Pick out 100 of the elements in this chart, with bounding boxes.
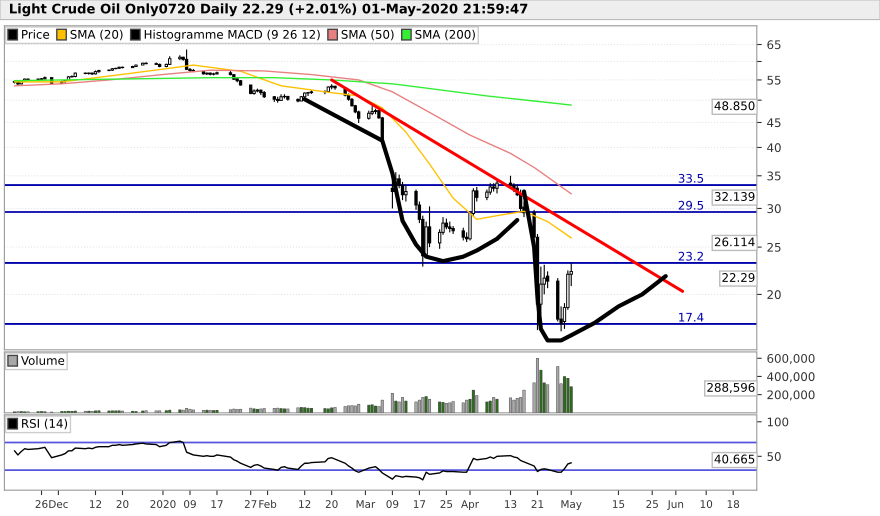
- bar: [259, 408, 262, 413]
- legend-label: RSI (14): [22, 418, 68, 430]
- line-series: [14, 440, 572, 481]
- candlestick: [495, 180, 499, 194]
- bar: [188, 408, 192, 413]
- x-tick-label: Jun: [667, 500, 684, 510]
- ref-line-label: 33.5: [678, 174, 704, 183]
- candlestick: [462, 227, 465, 241]
- annotation: 22.29: [722, 273, 754, 282]
- bar: [334, 407, 337, 413]
- y-tick-label: 25: [767, 242, 781, 252]
- bar: [303, 407, 306, 413]
- bar: [522, 390, 526, 413]
- x-tick-label: 20: [116, 500, 128, 508]
- ref-line-label: 23.2: [678, 252, 703, 261]
- bar: [350, 405, 354, 413]
- bar: [442, 402, 444, 413]
- bar: [380, 400, 384, 413]
- annotation: 288,596: [707, 382, 755, 394]
- bar: [509, 398, 512, 413]
- bar: [326, 408, 330, 413]
- x-tick-label: 15: [612, 500, 624, 508]
- x-tick-label: 27: [244, 500, 256, 508]
- bar: [421, 397, 424, 413]
- bar: [164, 410, 168, 413]
- bar: [488, 400, 492, 413]
- x-tick-label: 25: [440, 500, 452, 508]
- y-tick-label: 100: [768, 418, 788, 426]
- legend-label: Volume: [21, 356, 64, 365]
- bar: [272, 408, 276, 413]
- bar: [452, 401, 455, 413]
- candlestick: [404, 185, 408, 202]
- bar: [516, 398, 519, 413]
- bar: [444, 403, 448, 413]
- bar: [306, 408, 310, 413]
- candlestick: [367, 110, 370, 120]
- bar: [262, 408, 266, 413]
- ref-line-label: 17.4: [679, 312, 704, 322]
- bar: [178, 410, 182, 413]
- x-tick-label: 09: [386, 500, 398, 508]
- x-tick-label: 21: [532, 500, 544, 508]
- bar: [566, 378, 570, 413]
- x-tick-label: Feb: [259, 500, 276, 508]
- y-tick-label: 40: [767, 143, 781, 152]
- y-tick-label: 55: [767, 76, 781, 85]
- bar: [280, 408, 283, 413]
- bar: [485, 402, 488, 413]
- candlestick: [249, 84, 252, 95]
- bar: [323, 408, 326, 413]
- bar: [208, 410, 212, 413]
- y-tick-label: 600,000: [767, 354, 815, 364]
- bar: [465, 400, 468, 413]
- x-tick-label: 26: [36, 500, 48, 508]
- bar: [367, 404, 370, 413]
- bar: [354, 406, 357, 413]
- y-tick-label: 400,000: [767, 372, 815, 382]
- bar: [300, 407, 303, 413]
- bar: [182, 410, 185, 413]
- y-tick-label: 45: [767, 118, 781, 128]
- legend-label: SMA (20): [70, 30, 123, 40]
- legend-label: Histogramme MACD (9 26 12): [144, 30, 320, 42]
- bar: [492, 397, 496, 413]
- y-tick-label: 50: [767, 452, 781, 461]
- x-tick-label: 09: [184, 500, 196, 508]
- bar: [418, 400, 421, 413]
- bar: [202, 410, 205, 413]
- bar: [252, 408, 256, 413]
- x-tick-label: May: [561, 500, 582, 510]
- ref-line-label: 29.5: [678, 200, 704, 210]
- x-tick-label: 18: [728, 500, 740, 508]
- bar: [185, 408, 188, 413]
- line-series: [14, 69, 572, 195]
- x-tick-label: Apr: [461, 500, 480, 510]
- bar: [512, 400, 516, 413]
- bar: [249, 408, 252, 413]
- bar: [232, 408, 236, 413]
- annotation: 32.139: [714, 192, 754, 201]
- legend-label: SMA (200): [415, 30, 475, 40]
- bar: [496, 398, 498, 413]
- bar: [414, 402, 418, 413]
- bar: [536, 358, 539, 413]
- bar: [212, 410, 216, 413]
- annotation: 40.665: [714, 454, 754, 464]
- bar: [310, 408, 313, 413]
- x-tick-label: 13: [505, 500, 516, 508]
- y-tick-label: 35: [767, 172, 781, 180]
- bar: [282, 408, 286, 413]
- line-series: [14, 76, 572, 106]
- bar: [556, 366, 560, 413]
- x-tick-label: 17: [211, 500, 223, 508]
- bar: [546, 384, 550, 413]
- x-tick-label: Mar: [356, 500, 376, 508]
- annotation: 26.114: [714, 237, 755, 246]
- bar: [256, 408, 259, 413]
- y-tick-label: 200,000: [767, 390, 815, 400]
- line-series: [14, 64, 572, 239]
- bar: [563, 376, 566, 413]
- bar: [390, 393, 394, 413]
- candlestick: [448, 221, 452, 233]
- bar: [228, 409, 232, 413]
